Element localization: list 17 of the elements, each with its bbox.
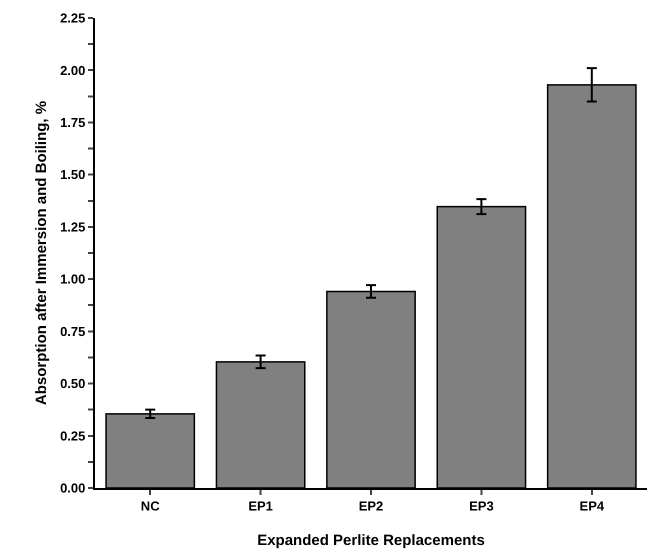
y-tick-label: 0.25 — [60, 428, 86, 444]
y-tick-label: 0.00 — [60, 480, 86, 496]
y-tick-label: 2.25 — [60, 10, 86, 26]
x-tick-label: EP4 — [580, 498, 605, 514]
y-axis-title: Absorption after Immersion and Boiling, % — [32, 100, 50, 406]
y-tick-label: 1.00 — [60, 272, 86, 287]
y-tick-label: 1.50 — [60, 167, 86, 182]
x-tick-label: EP3 — [469, 498, 494, 514]
y-tick-label: 0.75 — [60, 324, 86, 339]
y-tick-label: 2.00 — [60, 62, 86, 78]
y-tick-label: 1.75 — [60, 114, 86, 130]
y-tick-label: 0.50 — [60, 376, 86, 392]
y-tick-label: 1.25 — [60, 219, 86, 234]
x-tick-label: EP2 — [358, 498, 384, 514]
x-tick-label: NC — [140, 498, 160, 514]
x-tick-label: EP1 — [248, 498, 273, 514]
x-axis-title: Expanded Perlite Replacements — [257, 532, 485, 550]
